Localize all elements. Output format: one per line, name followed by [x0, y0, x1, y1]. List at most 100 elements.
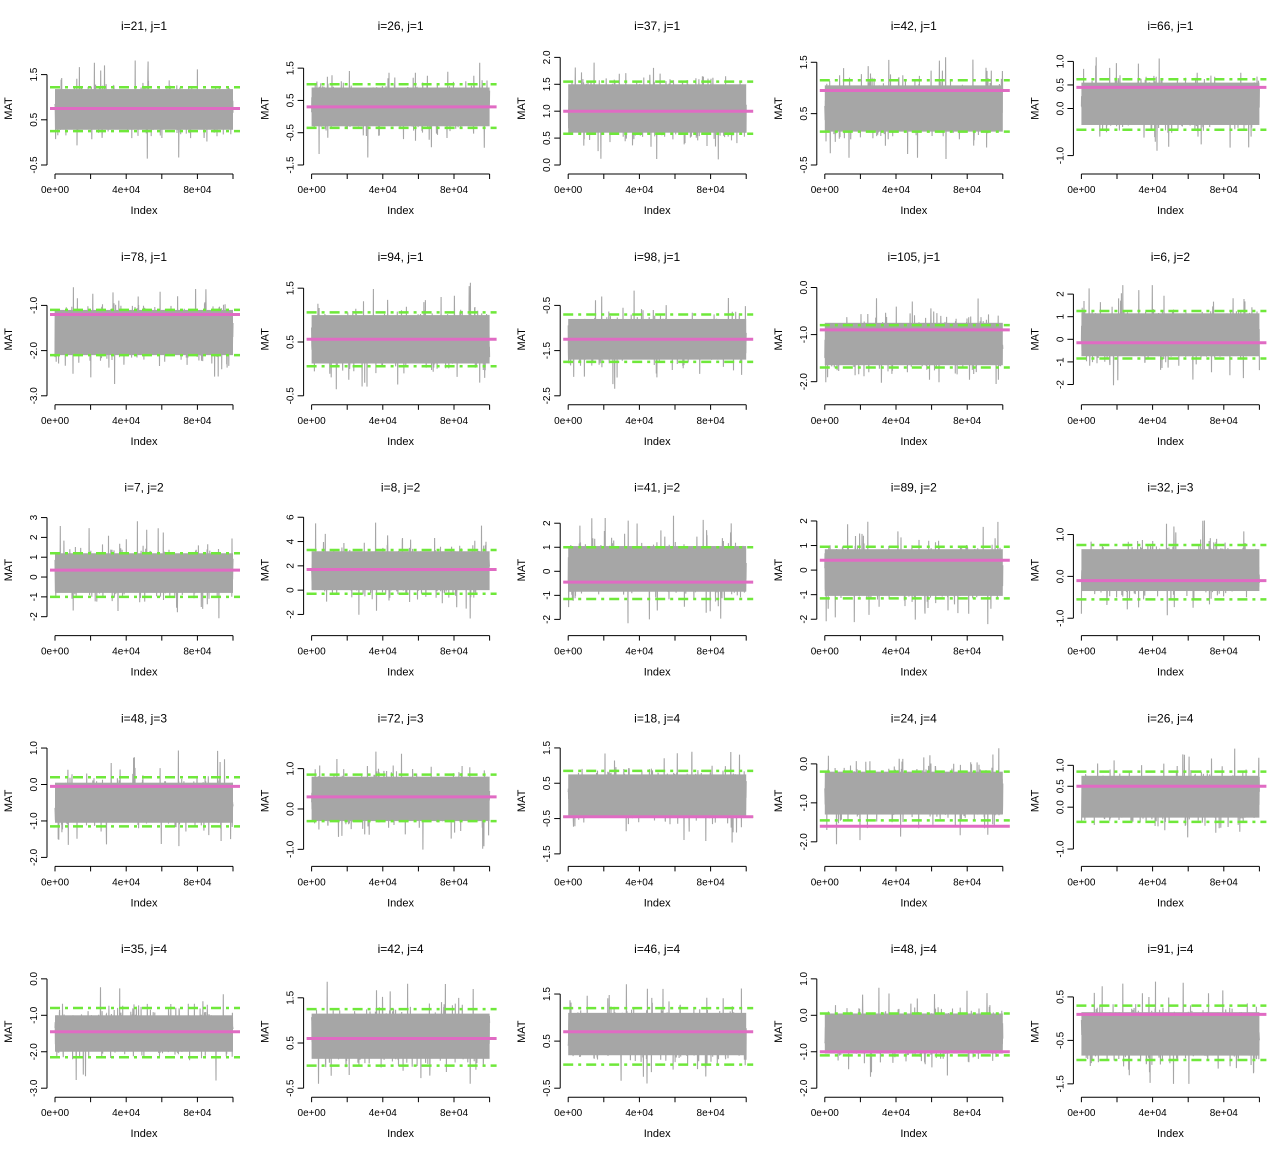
- panel-title: i=7, j=2: [124, 481, 164, 495]
- x-tick-label: 0e+00: [298, 877, 327, 888]
- panel-12: i=8, j=2 -2 0 2 4 6 MAT 0e+00 4e+04 8e+04 Index: [260, 481, 497, 679]
- y-tick-label: 0.0: [29, 777, 40, 791]
- y-tick-label: 3: [29, 514, 40, 520]
- panel-4: i=42, j=1 -0.5 0.5 1.5 MAT 0e+00 4e+04 8e+04 Ind…: [773, 19, 1010, 217]
- panel-title: i=26, j=1: [378, 19, 424, 33]
- x-tick-label: 8e+04: [440, 647, 469, 658]
- y-tick-label: 0.0: [1055, 569, 1066, 583]
- y-axis-label: MAT: [773, 97, 785, 120]
- x-tick-label: 4e+04: [1139, 185, 1168, 196]
- panel-24: i=48, j=4 -2.0 -1.0 0.0 1.0 MAT 0e+00 4e+04 8e+0…: [773, 942, 1010, 1140]
- y-tick-label: -2.0: [29, 342, 40, 360]
- y-tick-label: 0.5: [286, 1036, 297, 1050]
- y-tick-label: -1.0: [799, 326, 810, 344]
- y-tick-label: -0.5: [286, 1079, 297, 1097]
- y-tick-label: -0.5: [1055, 1031, 1066, 1049]
- x-tick-label: 0e+00: [811, 1108, 840, 1119]
- y-tick-label: 0.0: [1055, 101, 1066, 115]
- x-tick-label: 0e+00: [41, 1108, 70, 1119]
- y-tick-label: -2: [1055, 380, 1066, 389]
- y-axis-label: MAT: [3, 328, 15, 351]
- panel-title: i=42, j=1: [891, 19, 937, 33]
- y-axis-label: MAT: [773, 559, 785, 582]
- trace-core-band: [55, 1015, 233, 1052]
- x-tick-label: 4e+04: [625, 185, 654, 196]
- x-tick-label: 4e+04: [625, 877, 654, 888]
- x-tick-label: 0e+00: [811, 647, 840, 658]
- x-axis-label: Index: [131, 667, 158, 679]
- y-tick-label: -1.5: [286, 156, 297, 174]
- x-tick-label: 4e+04: [369, 877, 398, 888]
- y-tick-label: -1: [1055, 357, 1066, 366]
- y-tick-label: 0.5: [1055, 779, 1066, 793]
- trace-core-band: [311, 776, 490, 822]
- x-tick-label: 8e+04: [697, 877, 726, 888]
- panel-title: i=48, j=4: [891, 942, 937, 956]
- panel-7: i=94, j=1 -0.5 0.5 1.5 MAT 0e+00 4e+04 8e+04 Ind…: [260, 250, 497, 448]
- panel-3: i=37, j=1 0.0 0.5 1.0 1.5 2.0 MAT 0e+00 4e+04 8e+…: [516, 19, 754, 217]
- panel-title: i=46, j=4: [634, 942, 680, 956]
- x-tick-label: 8e+04: [1210, 416, 1239, 427]
- panel-22: i=42, j=4 -0.5 0.5 1.5 MAT 0e+00 4e+04 8e+04 Ind…: [260, 942, 497, 1140]
- x-tick-label: 8e+04: [1210, 185, 1239, 196]
- x-tick-label: 0e+00: [41, 647, 70, 658]
- y-tick-label: -1.0: [29, 296, 40, 314]
- panel-10: i=6, j=2 -2 -1 0 1 2 MAT 0e+00 4e+04 8e+04 Index: [1029, 250, 1267, 448]
- y-tick-label: 1.0: [542, 104, 553, 118]
- x-tick-label: 4e+04: [369, 647, 398, 658]
- y-axis-label: MAT: [1029, 559, 1041, 582]
- x-tick-label: 4e+04: [112, 416, 141, 427]
- x-tick-label: 0e+00: [554, 647, 583, 658]
- x-axis-label: Index: [387, 205, 414, 217]
- y-tick-label: 0: [1055, 336, 1066, 342]
- x-tick-label: 0e+00: [811, 877, 840, 888]
- panel-title: i=48, j=3: [121, 711, 167, 725]
- y-tick-label: 0.0: [29, 971, 40, 985]
- x-tick-label: 8e+04: [183, 185, 212, 196]
- x-tick-label: 0e+00: [298, 185, 327, 196]
- y-tick-label: 0: [286, 587, 297, 593]
- x-axis-label: Index: [387, 436, 414, 448]
- x-tick-label: 0e+00: [1067, 416, 1096, 427]
- panel-6: i=78, j=1 -3.0 -2.0 -1.0 MAT 0e+00 4e+04 8e+04 I…: [3, 250, 240, 448]
- x-axis-label: Index: [1157, 667, 1184, 679]
- y-tick-label: -0.5: [542, 296, 553, 314]
- y-tick-label: 1: [542, 544, 553, 550]
- x-tick-label: 8e+04: [697, 1108, 726, 1119]
- x-tick-label: 8e+04: [697, 185, 726, 196]
- x-axis-label: Index: [900, 1128, 927, 1140]
- panel-20: i=26, j=4 -1.0 0.0 0.5 1.0 MAT 0e+00 4e+04 8e+04…: [1029, 711, 1267, 909]
- x-tick-label: 4e+04: [882, 877, 911, 888]
- y-axis-label: MAT: [1029, 1020, 1041, 1043]
- panel-9: i=105, j=1 -2.0 -1.0 0.0 MAT 0e+00 4e+04 8e+04 I…: [773, 250, 1010, 448]
- x-tick-label: 4e+04: [112, 185, 141, 196]
- y-tick-label: 2: [1055, 291, 1066, 297]
- x-axis-label: Index: [1157, 436, 1184, 448]
- y-tick-label: 0.5: [1055, 990, 1066, 1004]
- x-axis-label: Index: [644, 436, 671, 448]
- x-tick-label: 8e+04: [183, 647, 212, 658]
- y-axis-label: MAT: [3, 97, 15, 120]
- y-axis-label: MAT: [773, 328, 785, 351]
- x-axis-label: Index: [900, 205, 927, 217]
- x-tick-label: 8e+04: [440, 185, 469, 196]
- y-tick-label: 0.0: [542, 158, 553, 172]
- y-tick-label: 6: [286, 514, 297, 520]
- y-tick-label: 1: [799, 542, 810, 548]
- y-axis-label: MAT: [3, 789, 15, 812]
- y-tick-label: 1.0: [1055, 54, 1066, 68]
- x-tick-label: 4e+04: [369, 416, 398, 427]
- panel-title: i=98, j=1: [634, 250, 680, 264]
- panel-title: i=41, j=2: [634, 481, 680, 495]
- trace-core-band: [1081, 549, 1260, 592]
- x-tick-label: 0e+00: [554, 185, 583, 196]
- x-tick-label: 8e+04: [953, 647, 982, 658]
- y-tick-label: 0.5: [286, 93, 297, 107]
- trace-core-band: [55, 782, 233, 823]
- x-tick-label: 0e+00: [554, 1108, 583, 1119]
- y-tick-label: 2: [542, 520, 553, 526]
- y-axis-label: MAT: [3, 559, 15, 582]
- x-tick-label: 4e+04: [1139, 647, 1168, 658]
- trace-core-band: [1081, 1012, 1260, 1056]
